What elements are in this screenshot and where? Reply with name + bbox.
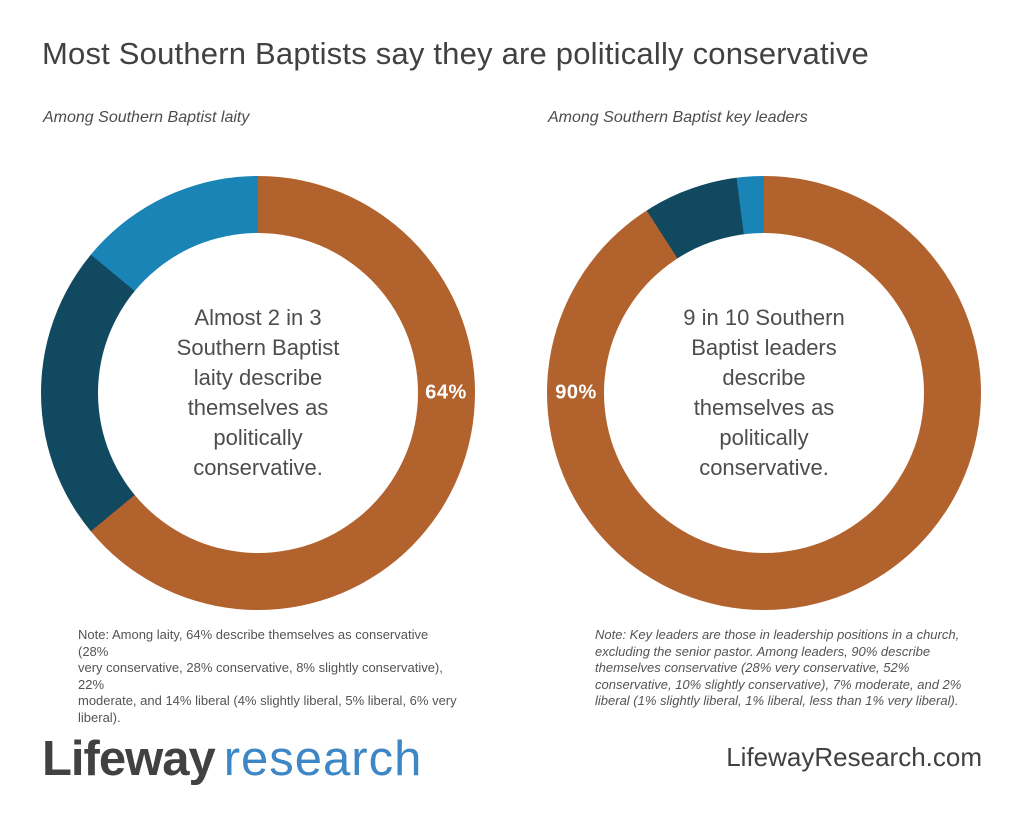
donut-center-text-leaders: 9 in 10 Southern Baptist leaders describ… [683,305,845,480]
lifeway-research-logo: Lifeway research [42,731,422,787]
website-text: LifewayResearch.com [726,742,982,772]
data-label-leaders-90pct: 90% [555,381,597,404]
donut-chart-leaders: 9 in 10 Southern Baptist leaders describ… [547,176,981,610]
page-title: Most Southern Baptists say they are poli… [42,36,869,71]
logo-text-research: research [223,732,423,786]
donut-hole-leaders: 9 in 10 Southern Baptist leaders describ… [604,233,924,553]
footnote-leaders: Note: Key leaders are those in leadershi… [595,627,962,708]
chart-subtitle-leaders: Among Southern Baptist key leaders [548,109,808,126]
chart-subtitle-laity: Among Southern Baptist laity [43,109,250,126]
footnote-laity: Note: Among laity, 64% describe themselv… [78,627,457,725]
donut-center-text-laity: Almost 2 in 3 Southern Baptist laity des… [176,305,340,480]
logo-text-lifeway: Lifeway [42,732,216,786]
data-label-laity-64pct: 64% [425,381,467,404]
donut-chart-laity: Almost 2 in 3 Southern Baptist laity des… [41,176,475,610]
donut-hole-laity: Almost 2 in 3 Southern Baptist laity des… [98,233,418,553]
